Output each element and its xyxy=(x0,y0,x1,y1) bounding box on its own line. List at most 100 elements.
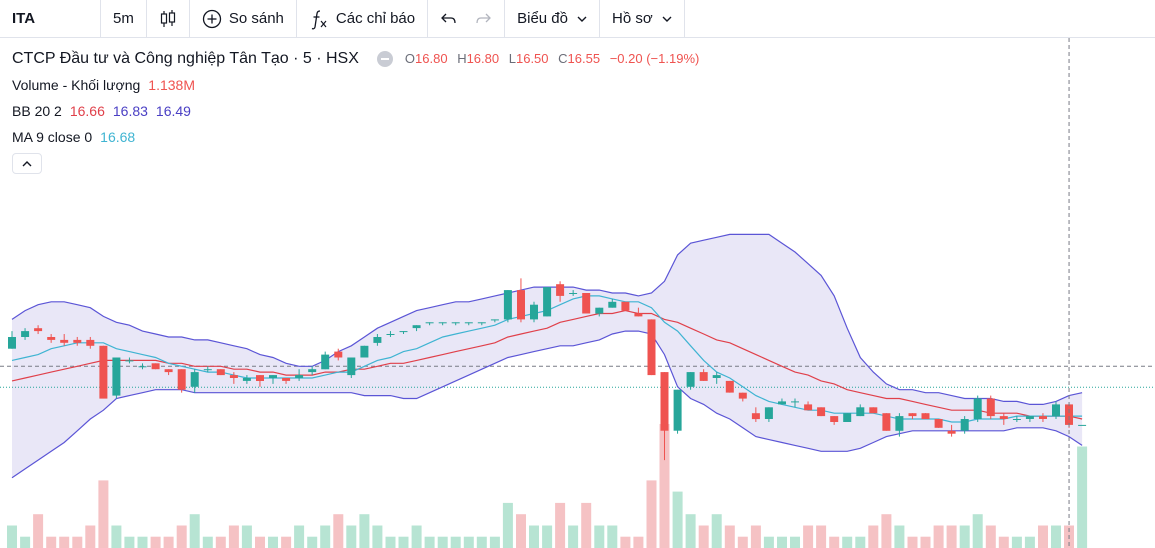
hide-series-button[interactable] xyxy=(376,51,393,67)
interval-button[interactable]: 5m xyxy=(113,10,134,27)
candle-body xyxy=(60,339,69,343)
profile-menu-button[interactable]: Hồ sơ xyxy=(600,0,684,38)
redo-button[interactable] xyxy=(466,0,504,38)
chevron-down-icon xyxy=(662,16,672,22)
chart-style-button[interactable] xyxy=(147,0,189,38)
indicators-button[interactable]: Các chỉ báo xyxy=(297,0,427,38)
volume-bar xyxy=(476,536,487,548)
chart-legend: CTCP Đầu tư và Công nghiệp Tân Tạo · 5 ·… xyxy=(12,46,705,150)
volume-bar xyxy=(137,536,148,548)
candle-body xyxy=(386,334,395,335)
candle-body xyxy=(791,401,799,403)
volume-bar xyxy=(894,525,905,548)
candle-body xyxy=(151,363,160,370)
candle-body xyxy=(804,404,813,411)
candle-body xyxy=(934,419,943,428)
volume-bar xyxy=(241,525,252,548)
candle-body xyxy=(947,430,956,434)
candle-body xyxy=(1039,416,1047,419)
legend-volume[interactable]: Volume - Khối lượng 1.138M xyxy=(12,72,705,98)
candle-body xyxy=(621,301,630,311)
legend-ma[interactable]: MA 9 close 0 16.68 xyxy=(12,124,705,150)
volume-bar xyxy=(437,536,448,548)
volume-bar xyxy=(998,536,1009,548)
minus-icon xyxy=(380,58,389,60)
candle-body xyxy=(490,319,499,321)
volume-bar xyxy=(829,536,840,548)
volume-bar xyxy=(72,536,83,548)
candle-body xyxy=(738,392,747,399)
chart-menu-button[interactable]: Biểu đồ xyxy=(505,0,599,38)
volume-bar xyxy=(385,536,396,548)
open-value: 16.80 xyxy=(415,51,448,66)
volume-bar xyxy=(359,514,370,548)
volume-bar xyxy=(150,536,161,548)
volume-value: 1.138M xyxy=(148,77,195,93)
volume-bar xyxy=(255,536,265,548)
change-value: −0.20 (−1.19%) xyxy=(609,51,700,66)
candle-body xyxy=(712,375,721,378)
top-toolbar: ITA 5m So sánh Các chỉ báo xyxy=(0,0,1155,38)
volume-bar xyxy=(463,536,474,548)
candle-body xyxy=(242,378,251,381)
volume-bar xyxy=(972,514,983,548)
volume-bar xyxy=(202,536,213,548)
volume-bar xyxy=(1024,536,1035,548)
volume-bar xyxy=(176,525,187,548)
volume-bar xyxy=(842,536,853,548)
redo-icon xyxy=(476,13,492,23)
volume-bar xyxy=(85,525,96,548)
ohlc-values: O16.80 H16.80 L16.50 C16.55 −0.20 (−1.19… xyxy=(405,46,705,72)
volume-bar xyxy=(542,525,553,548)
volume-bar xyxy=(594,525,605,548)
chevron-down-icon xyxy=(577,16,587,22)
open-label: O xyxy=(404,51,416,66)
volume-bar xyxy=(1038,525,1048,548)
symbol-search-button[interactable]: ITA xyxy=(12,10,36,27)
volume-bar xyxy=(333,514,344,548)
compare-label: So sánh xyxy=(228,10,284,27)
candle-body xyxy=(634,313,643,317)
volume-bar xyxy=(1077,446,1088,548)
collapse-legend-button[interactable] xyxy=(12,153,42,174)
volume-bar xyxy=(659,424,670,548)
volume-bar xyxy=(320,525,331,548)
volume-bar xyxy=(790,536,800,548)
candle-body xyxy=(1078,424,1087,426)
close-label: C xyxy=(558,51,568,66)
volume-bar xyxy=(20,536,31,548)
candle-body xyxy=(673,389,682,431)
volume-bar xyxy=(711,514,722,548)
bb-lower-line xyxy=(11,330,1083,479)
volume-bar xyxy=(1011,536,1022,548)
volume-bar xyxy=(529,525,539,548)
volume-bar xyxy=(724,525,735,548)
volume-bar xyxy=(777,536,787,548)
legend-bollinger[interactable]: BB 20 2 16.66 16.83 16.49 xyxy=(12,98,705,124)
candle-body xyxy=(830,416,839,422)
candle-body xyxy=(269,375,277,378)
candle-body xyxy=(347,357,356,376)
undo-icon xyxy=(441,13,456,23)
undo-button[interactable] xyxy=(428,0,466,38)
compare-button[interactable]: So sánh xyxy=(190,0,296,38)
candle-body xyxy=(751,413,760,420)
price-chart[interactable] xyxy=(0,38,1155,548)
candle-body xyxy=(438,322,447,324)
volume-bar xyxy=(907,536,918,548)
candle-body xyxy=(47,337,56,340)
series-title: CTCP Đầu tư và Công nghiệp Tân Tạo · 5 ·… xyxy=(12,50,359,67)
low-label: L xyxy=(508,51,516,66)
candle-body xyxy=(843,413,852,422)
volume-bar xyxy=(568,525,579,548)
candle-body xyxy=(595,307,604,314)
volume-bar xyxy=(489,536,500,548)
volume-bar xyxy=(7,525,17,548)
volume-bar xyxy=(424,536,435,548)
candle-body xyxy=(73,339,82,343)
candle-body xyxy=(177,369,186,390)
candle-body xyxy=(869,407,878,414)
volume-bar xyxy=(189,514,200,548)
candle-body xyxy=(960,419,969,431)
volume-bar xyxy=(737,536,748,548)
